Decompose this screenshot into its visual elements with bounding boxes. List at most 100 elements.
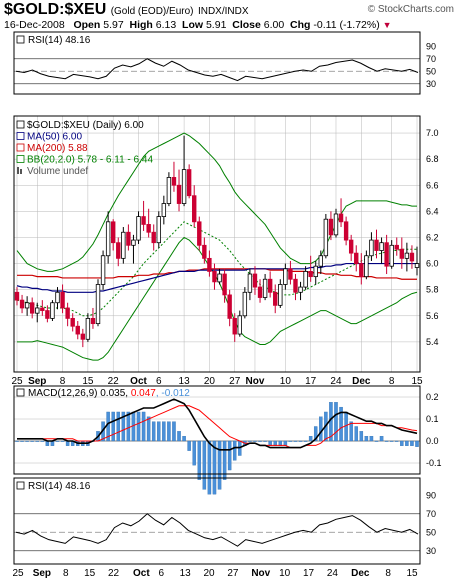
macd-histogram-bar	[248, 440, 252, 442]
candle-body	[116, 242, 121, 259]
candle-body	[364, 255, 369, 278]
candle-body	[192, 195, 197, 223]
rsi-bottom-xtick: 22	[108, 568, 120, 579]
macd-histogram-bar	[379, 436, 384, 442]
symbol: $GOLD:$XEU	[4, 1, 107, 18]
candle-body	[247, 273, 253, 293]
price-xtick: 6	[156, 376, 162, 387]
candle-body	[186, 169, 192, 197]
macd-histogram-bar	[222, 440, 227, 480]
price-tick: 6.4	[426, 206, 439, 216]
rsi-bottom-xtick: Sep	[33, 568, 51, 579]
macd-histogram-bar	[217, 440, 222, 490]
candle-body	[389, 244, 394, 267]
quote-date: 16-Dec-2008	[4, 19, 65, 31]
macd-histogram-bar	[126, 411, 131, 442]
candle-body	[262, 278, 268, 298]
price-xtick: 24	[330, 376, 342, 387]
chg-label: Chg	[290, 19, 311, 31]
rsi-bottom-tick: 30	[426, 546, 436, 556]
candle-body	[227, 294, 232, 319]
candle-body	[394, 244, 399, 250]
macd-label: MACD(12,26,9) 0.035, 0.047, -0.012	[28, 388, 190, 399]
candle-body	[338, 213, 344, 223]
high-label: High	[129, 19, 153, 31]
candle-body	[146, 224, 151, 233]
macd-histogram-bar	[55, 440, 60, 442]
macd-histogram-bar	[162, 421, 166, 442]
bb-lower-line	[17, 236, 418, 361]
candle-body	[35, 307, 40, 314]
candle-body	[171, 177, 177, 186]
price-legend-label: MA(50) 6.00	[27, 132, 82, 143]
candle-body	[288, 268, 293, 280]
price-xtick: 17	[305, 376, 317, 387]
macd-histogram-bar	[136, 411, 141, 442]
candle-body	[105, 221, 111, 257]
price-xtick: Dec	[352, 376, 371, 387]
price-xtick: 8	[60, 376, 66, 387]
candle-body	[303, 271, 308, 288]
price-legend-label: Volume undef	[27, 166, 88, 177]
candle-body	[161, 203, 167, 217]
macd-histogram-bar	[187, 440, 191, 451]
rsi-bottom-tick: 50	[426, 527, 436, 537]
rsi-bottom-xtick: Nov	[251, 568, 270, 579]
macd-histogram-bar	[40, 440, 45, 442]
ma200-line	[17, 268, 417, 280]
macd-tick: -0.1	[426, 458, 442, 468]
candle-body	[85, 317, 91, 340]
candle-body	[60, 291, 65, 309]
candle-body	[197, 221, 202, 246]
macd-histogram-bar	[146, 416, 151, 442]
candle-body	[267, 278, 273, 293]
macd-histogram-bar	[384, 440, 389, 442]
macd-legend-icon	[16, 388, 25, 397]
macd-histogram-bar	[30, 440, 34, 442]
price-tick: 5.8	[426, 285, 439, 295]
rsi-bottom-xtick: 25	[12, 568, 24, 579]
macd-histogram-bar	[182, 436, 186, 442]
candle-body	[318, 255, 323, 267]
price-xtick: 15	[411, 376, 423, 387]
price-tick: 7.0	[426, 128, 439, 138]
candle-body	[242, 291, 248, 317]
candle-body	[273, 291, 278, 306]
candle-body	[55, 291, 60, 304]
candle-body	[278, 284, 283, 306]
macd-histogram-bar	[400, 440, 404, 446]
macd-histogram-bar	[263, 440, 267, 442]
rsi-bottom-xtick: 17	[303, 568, 315, 579]
macd-histogram-bar	[202, 440, 207, 490]
rsi-bottom-frame	[13, 477, 421, 565]
rsi-bottom-xtick: 8	[385, 568, 391, 579]
macd-histogram-bar	[369, 436, 374, 442]
macd-histogram-bar	[141, 411, 146, 442]
rsi-bottom-xtick: 27	[227, 568, 239, 579]
price-xtick: 8	[389, 376, 395, 387]
rsi-bottom-label: RSI(14) 48.16	[28, 481, 91, 492]
rsi-top-label: RSI(14) 48.16	[28, 35, 91, 46]
price-xtick: 15	[82, 376, 94, 387]
bb-upper-line	[16, 132, 417, 272]
macd-histogram-bar	[253, 440, 257, 442]
macd-histogram-bar	[339, 406, 343, 442]
macd-histogram-bar	[374, 440, 379, 442]
watermark: © StockCharts.com	[367, 4, 454, 15]
candle-body	[181, 169, 187, 204]
macd-histogram-bar	[364, 436, 369, 442]
price-tick: 6.6	[426, 180, 439, 190]
rsi-bottom-xtick: 6	[158, 568, 164, 579]
candle-body	[379, 242, 384, 251]
macd-histogram-bar	[116, 411, 121, 442]
candle-body	[409, 252, 415, 262]
candle-body	[333, 213, 339, 236]
rsi-top-tick: 90	[426, 41, 436, 51]
candle-body	[14, 291, 20, 301]
chart-title: $GOLD:$XEU (Gold (EOD)/Euro) INDX/INDX	[4, 1, 249, 19]
candle-body	[141, 216, 146, 225]
rsi-bottom-xtick: 13	[180, 568, 192, 579]
open-label: Open	[73, 19, 101, 31]
candle-body	[348, 239, 354, 254]
close-value: 6.00	[263, 19, 285, 31]
